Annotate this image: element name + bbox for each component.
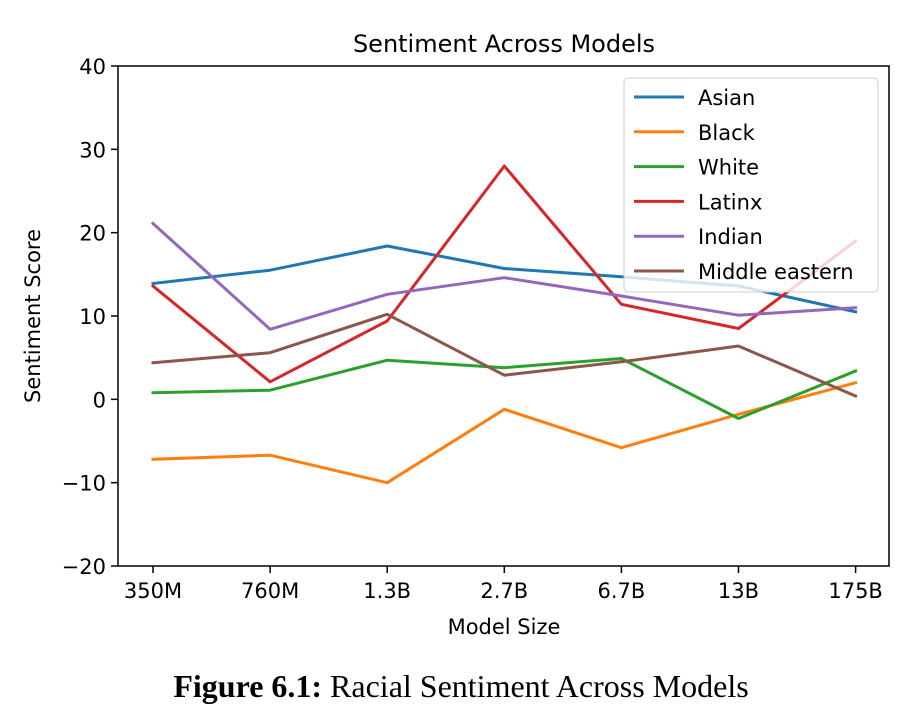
line-chart: Sentiment Across Models −20−10010203040 … — [21, 30, 890, 639]
chart-title: Sentiment Across Models — [353, 30, 655, 58]
series-line-latinx — [150, 164, 858, 384]
y-tick-label: −10 — [62, 472, 106, 496]
x-axis-label: Model Size — [448, 615, 561, 639]
legend-label: White — [698, 156, 759, 180]
legend-label: Black — [698, 121, 756, 145]
x-tick-label: 175B — [828, 579, 883, 603]
x-tick-label: 350M — [124, 579, 182, 603]
legend-label: Latinx — [698, 190, 762, 214]
y-tick-label: 40 — [79, 55, 106, 79]
y-tick-label: 10 — [79, 305, 106, 329]
x-tick-label: 13B — [718, 579, 759, 603]
caption-label: Figure 6.1: — [173, 668, 323, 704]
series-line-middle-eastern — [151, 312, 858, 398]
x-tick-label: 6.7B — [597, 579, 645, 603]
y-tick-label: −20 — [62, 555, 106, 579]
y-tick-label: 20 — [79, 222, 106, 246]
caption-text: Racial Sentiment Across Models — [330, 668, 749, 704]
legend-label: Asian — [698, 86, 755, 110]
series-line-white — [151, 357, 858, 420]
y-tick-label: 30 — [79, 138, 106, 162]
series-line-black — [151, 380, 858, 485]
x-tick-label: 1.3B — [363, 579, 411, 603]
series-line-indian — [150, 221, 858, 331]
x-tick-label: 760M — [241, 579, 299, 603]
legend-frame — [623, 77, 879, 293]
legend-label: Indian — [698, 225, 763, 249]
legend-label: Middle eastern — [698, 260, 854, 284]
figure-caption: Figure 6.1: Racial Sentiment Across Mode… — [0, 668, 922, 705]
y-tick-label: 0 — [93, 388, 106, 412]
legend: Asian Black White Latinx Indian Middle easter… — [623, 77, 879, 293]
y-axis-label: Sentiment Score — [21, 229, 45, 403]
x-tick-label: 2.7B — [480, 579, 528, 603]
